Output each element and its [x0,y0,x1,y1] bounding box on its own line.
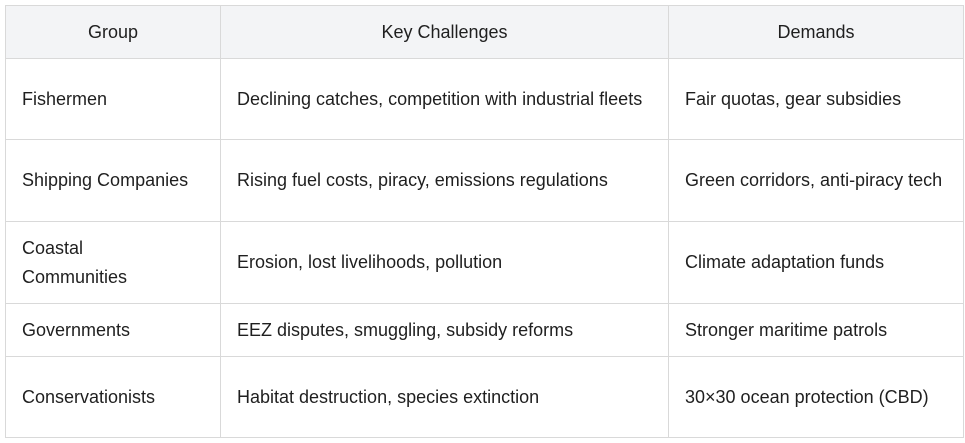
cell-group: Fishermen [5,58,221,140]
table-row: Governments EEZ disputes, smuggling, sub… [5,303,964,357]
table-row: Fishermen Declining catches, competition… [5,58,964,140]
cell-group: Coastal Communities [5,221,221,304]
cell-key-challenges: Habitat destruction, species extinction [220,356,669,438]
cell-key-challenges: EEZ disputes, smuggling, subsidy reforms [220,303,669,357]
table-row: Conservationists Habitat destruction, sp… [5,356,964,438]
header-group: Group [5,5,221,59]
header-demands: Demands [668,5,964,59]
table-body: Fishermen Declining catches, competition… [5,58,964,438]
cell-key-challenges: Rising fuel costs, piracy, emissions reg… [220,139,669,222]
cell-group: Shipping Companies [5,139,221,222]
cell-demands: 30×30 ocean protection (CBD) [668,356,964,438]
cell-group: Governments [5,303,221,357]
stakeholder-table-container: Group Key Challenges Demands Fishermen D… [5,5,964,438]
cell-group-text: Coastal Communities [22,237,128,287]
cell-group: Conservationists [5,356,221,438]
table-row: Coastal Communities Erosion, lost liveli… [5,221,964,304]
table-row: Shipping Companies Rising fuel costs, pi… [5,139,964,222]
header-row: Group Key Challenges Demands [5,5,964,59]
table-header: Group Key Challenges Demands [5,5,964,59]
header-key-challenges: Key Challenges [220,5,669,59]
cell-key-challenges: Erosion, lost livelihoods, pollution [220,221,669,304]
cell-key-challenges: Declining catches, competition with indu… [220,58,669,140]
cell-demands: Stronger maritime patrols [668,303,964,357]
stakeholder-table: Group Key Challenges Demands Fishermen D… [5,5,964,438]
cell-demands: Fair quotas, gear subsidies [668,58,964,140]
cell-demands: Climate adaptation funds [668,221,964,304]
cell-demands: Green corridors, anti-piracy tech [668,139,964,222]
